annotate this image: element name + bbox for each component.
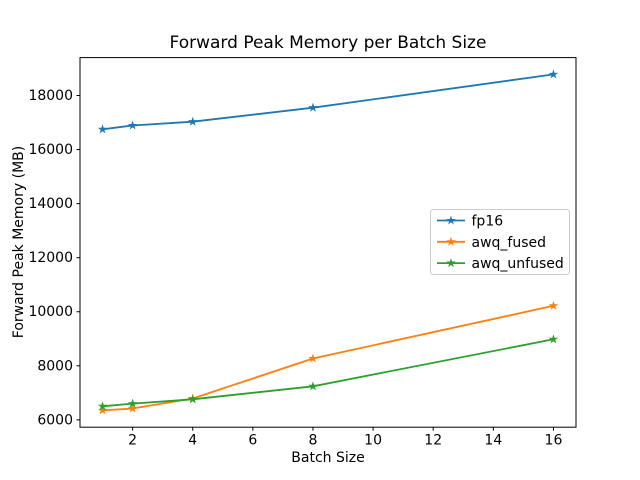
y-tick-label: 16000: [28, 142, 73, 158]
x-tick-label: 2: [128, 433, 137, 449]
legend-box: [430, 209, 570, 275]
x-tick-label: 10: [364, 433, 382, 449]
legend-label-awq_unfused: awq_unfused: [472, 256, 564, 272]
series-line-awq_fused: [101, 304, 555, 412]
x-tick-label: 8: [309, 433, 318, 449]
data-point-fp16: [548, 69, 559, 79]
data-point-awq_unfused: [97, 401, 108, 411]
series-line-awq_unfused: [101, 338, 555, 408]
legend-marker-awq_fused: [446, 236, 456, 246]
chart-title: Forward Peak Memory per Batch Size: [169, 33, 487, 53]
y-axis-label: Forward Peak Memory (MB): [11, 145, 27, 339]
legend-marker-awq_unfused: [446, 258, 456, 268]
data-point-awq_unfused: [187, 394, 198, 404]
x-tick-label: 14: [484, 433, 502, 449]
data-point-fp16: [127, 120, 138, 130]
data-point-awq_unfused: [548, 334, 559, 344]
data-point-awq_unfused: [308, 381, 318, 391]
y-tick-label: 14000: [28, 196, 73, 212]
y-tick-label: 10000: [28, 304, 73, 320]
data-point-fp16: [308, 102, 318, 112]
data-point-awq_fused: [127, 403, 138, 413]
x-tick-label: 4: [188, 433, 197, 449]
data-point-fp16: [187, 116, 198, 126]
data-point-awq_fused: [548, 300, 559, 310]
data-point-fp16: [97, 124, 108, 134]
data-point-awq_unfused: [127, 398, 138, 408]
x-tick-label: 12: [424, 433, 442, 449]
legend-label-fp16: fp16: [472, 214, 504, 230]
data-point-awq_fused: [308, 353, 318, 363]
y-tick-label: 12000: [28, 250, 73, 266]
x-tick-label: 16: [545, 433, 563, 449]
data-point-awq_fused: [97, 405, 108, 415]
plot-frame: [79, 57, 577, 428]
y-tick-label: 18000: [28, 88, 73, 104]
x-tick-label: 6: [248, 433, 257, 449]
y-tick-label: 8000: [37, 358, 73, 374]
x-axis-label: Batch Size: [291, 450, 365, 466]
series-line-fp16: [101, 73, 555, 131]
legend-marker-fp16: [446, 215, 456, 225]
legend-label-awq_fused: awq_fused: [472, 235, 547, 251]
y-tick-label: 6000: [37, 412, 73, 428]
